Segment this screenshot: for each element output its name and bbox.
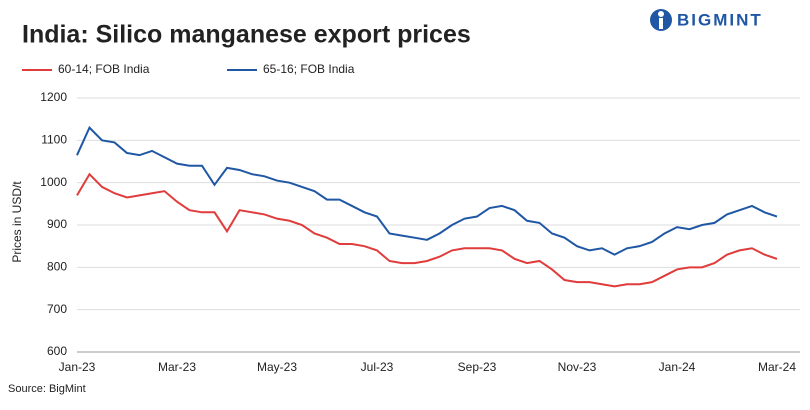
x-tick-label: Jan-23 [59,360,96,374]
series-line [76,172,778,288]
x-tick-label: Jul-23 [361,360,394,374]
x-tick-label: Mar-24 [758,360,796,374]
x-tick-label: Mar-23 [158,360,196,374]
logo-icon [650,9,672,31]
x-tick-label: Nov-23 [558,360,597,374]
y-tick-label: 700 [47,302,67,316]
logo-text: BIGMINT [677,10,763,29]
y-tick-label: 1100 [41,133,67,147]
x-tick-label: Jan-24 [659,360,696,374]
chart-title: India: Silico manganese export prices [22,21,471,49]
y-tick-label: 1200 [40,90,67,104]
x-tick-label: May-23 [257,360,297,374]
source: Source: BigMint [8,383,86,395]
y-tick-label: 600 [47,344,67,358]
legend-label: 60-14; FOB India [58,62,150,76]
y-axis-label: Prices in USD/t [10,181,24,263]
y-tick-label: 1000 [40,175,67,189]
x-tick-label: Sep-23 [458,360,497,374]
legend-label: 65-16; FOB India [263,62,355,76]
y-tick-label: 900 [47,217,67,231]
series-line [76,125,778,256]
y-tick-label: 800 [47,260,67,274]
